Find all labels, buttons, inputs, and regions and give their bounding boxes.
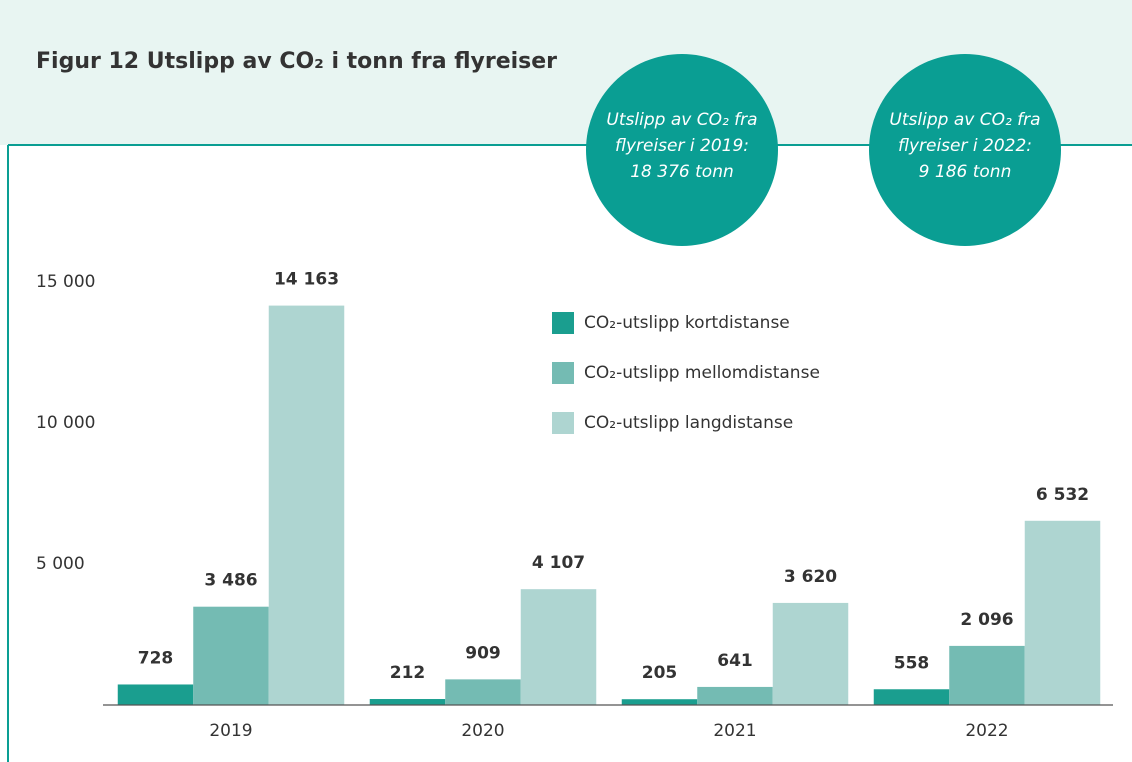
legend-swatch <box>552 412 574 434</box>
y-tick-label: 15 000 <box>36 272 95 292</box>
y-tick-label: 10 000 <box>36 413 95 433</box>
x-tick-label: 2021 <box>713 721 756 741</box>
y-tick-label: 5 000 <box>36 554 85 574</box>
bar <box>949 645 1025 705</box>
legend-swatch <box>552 362 574 384</box>
annotation-circle <box>586 54 778 246</box>
value-label: 6 532 <box>1036 485 1089 505</box>
legend-label: CO₂-utslipp mellomdistanse <box>584 363 820 383</box>
chart-title: Figur 12 Utslipp av CO₂ i tonn fra flyre… <box>36 49 557 74</box>
value-label: 2 096 <box>960 610 1013 630</box>
value-label: 14 163 <box>274 270 339 290</box>
bar <box>772 602 849 705</box>
x-tick-label: 2022 <box>965 721 1008 741</box>
legend-swatch <box>552 312 574 334</box>
legend-label: CO₂-utslipp kortdistanse <box>584 313 790 333</box>
value-label: 3 620 <box>784 567 837 587</box>
value-label: 4 107 <box>532 553 585 573</box>
value-label: 3 486 <box>204 571 257 591</box>
bar <box>1024 520 1101 705</box>
bar <box>193 606 269 705</box>
x-tick-label: 2020 <box>461 721 504 741</box>
x-tick-label: 2019 <box>209 721 252 741</box>
legend-label: CO₂-utslipp langdistanse <box>584 413 793 433</box>
bar <box>117 684 194 705</box>
annotation-text: flyreiser i 2019: <box>615 136 749 156</box>
annotation-text: 18 376 tonn <box>630 162 734 182</box>
value-label: 909 <box>465 643 501 663</box>
bar <box>445 679 521 705</box>
annotation-text: Utslipp av CO₂ fra <box>889 110 1040 130</box>
bar <box>873 689 950 705</box>
bar <box>268 305 345 705</box>
annotation-circle <box>869 54 1061 246</box>
annotation-text: Utslipp av CO₂ fra <box>606 110 757 130</box>
value-label: 641 <box>717 651 753 671</box>
value-label: 205 <box>642 663 678 683</box>
bar <box>621 699 698 705</box>
value-label: 728 <box>138 648 174 668</box>
annotation-text: 9 186 tonn <box>919 162 1012 182</box>
bar <box>697 686 773 705</box>
value-label: 558 <box>894 653 930 673</box>
annotation-text: flyreiser i 2022: <box>898 136 1032 156</box>
bar <box>520 589 597 705</box>
value-label: 212 <box>390 663 426 683</box>
bar <box>369 699 446 705</box>
